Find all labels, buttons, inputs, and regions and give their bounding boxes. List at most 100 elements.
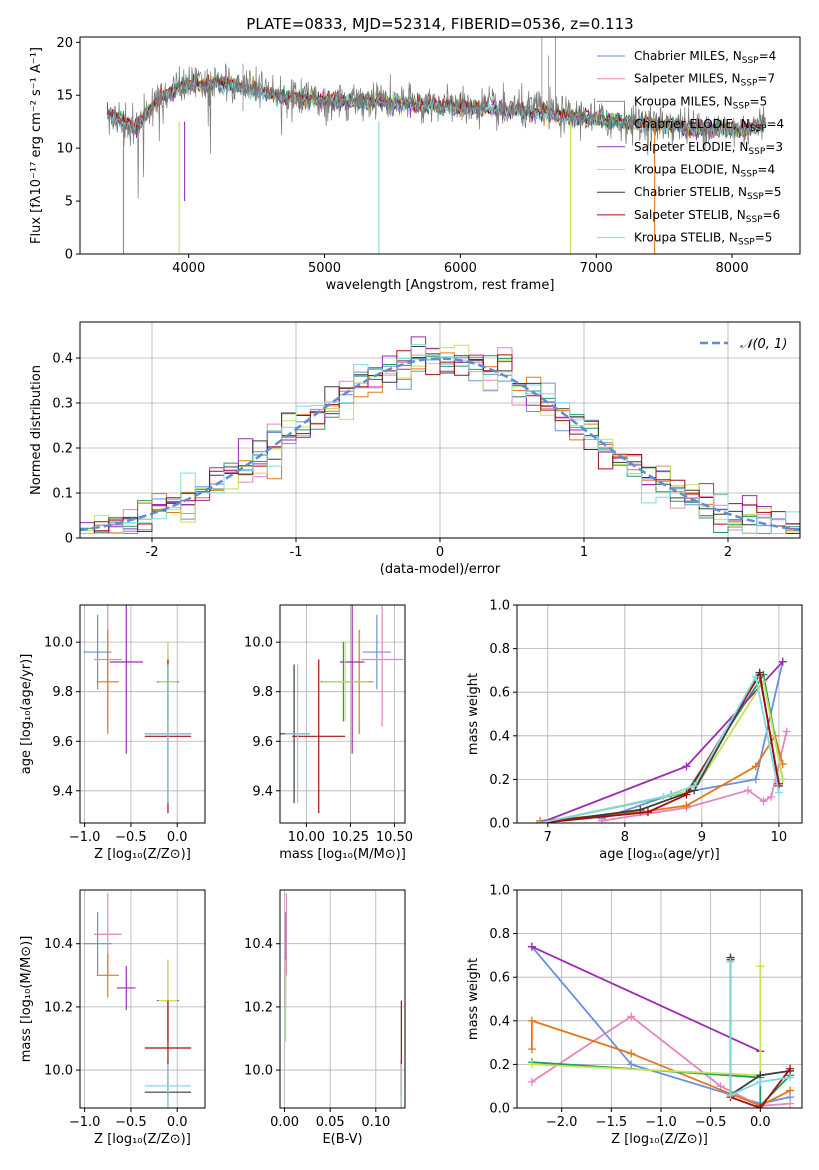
weight-line [531,946,791,1105]
x-tick-label: 7000 [580,261,613,276]
data-point [117,965,136,1011]
weight-marker [726,1090,735,1099]
y-axis-label: mass weight [466,958,481,1040]
legend-label: Chabrier MILES, NSSP=4 [634,49,776,66]
weight-line [539,674,780,823]
y-axis-label: mass weight [466,673,481,755]
legend-entry: Chabrier STELIB, NSSP=5 [597,185,782,202]
legend-ssp-subscript: SSP [733,101,750,111]
x-axis-label: mass [log₁₀(M/M⊙)] [279,847,406,862]
histogram-steps [80,336,800,534]
legend-name: Chabrier MILES, N [634,49,742,63]
y-axis-label: Flux [fλ10⁻¹⁷ erg cm⁻² s⁻¹ A⁻¹] [29,47,44,244]
plot-frame [516,604,803,824]
y-tick-label: 0.2 [52,442,73,457]
residual-legend: 𝒩(0, 1) [700,337,787,352]
weight-line [601,661,784,820]
weight-marker [682,790,691,799]
legend-name: Salpeter ELODIE, N [634,140,748,154]
x-tick-label: 10 [771,830,788,845]
legend-label: Chabrier ELODIE, NSSP=4 [634,117,784,134]
legend-ssp-count: =5 [764,185,782,199]
y-tick-label: 0.2 [489,773,510,788]
x-tick-label: −1.0 [645,1115,677,1130]
y-tick-label: 0.4 [52,352,73,367]
y-axis-label: Normed distribution [29,365,44,495]
x-tick-label: −1.0 [69,830,101,845]
weight-marker [627,1060,636,1069]
mass_vs_Z-axes [80,890,205,1108]
legend-entry: Chabrier ELODIE, NSSP=4 [597,117,784,134]
plot-frame [79,36,801,255]
x-axis-label: Z [log₁₀(Z/Z⊙)] [611,1132,708,1147]
y-tick-label: 0.4 [489,1014,510,1029]
x-axis-label: Z [log₁₀(Z/Z⊙)] [94,1132,191,1147]
age_vs_mass-axes [280,605,405,823]
x-tick-label: 0.0 [167,1115,188,1130]
legend-label: 𝒩(0, 1) [740,337,787,352]
residual-histogram [80,350,800,534]
legend-ssp-count: =6 [763,208,781,222]
legend-ssp-subscript: SSP [750,124,767,134]
y-tick-label: 0.0 [489,1102,510,1117]
x-axis-label: E(B-V) [322,1132,362,1147]
data-point [285,664,310,804]
x-tick-label: 0.05 [316,1115,345,1130]
legend-entry: Chabrier MILES, NSSP=4 [597,49,776,66]
weight_vs_age-frame: 7 8 9 10 0.0 0.2 0.4 0.6 0.8 1.0 age [log₁₀(age/yr… [466,599,803,862]
x-tick-label: −1.5 [596,1115,628,1130]
x-tick-label: 10.25 [332,830,369,845]
weight-marker [536,819,545,823]
y-tick-label: 1.0 [489,599,510,614]
y-tick-label: 9.8 [252,685,273,700]
y-tick-label: 1.0 [489,884,510,899]
legend-ssp-count: =7 [757,72,775,86]
weight-marker [756,1077,765,1086]
data-point [144,1063,192,1108]
legend-entry: Salpeter ELODIE, NSSP=3 [597,140,783,157]
y-tick-label: 10.4 [244,937,273,952]
x-tick-label: 0.0 [167,830,188,845]
y-tick-label: 9.6 [252,735,273,750]
data-point [362,614,391,690]
y-tick-label: 10.0 [244,1064,273,1079]
y-tick-label: 0.8 [489,642,510,657]
y-tick-label: 0.0 [489,817,510,832]
weight-line [729,961,791,1097]
legend-name: Kroupa MILES, N [634,94,733,108]
legend-label: Salpeter ELODIE, NSSP=3 [634,140,783,157]
y-tick-label: 0.8 [489,927,510,942]
weight_vs_Z-frame: −2.0 −1.5 −1.0 −0.5 0.0 0.0 0.2 0.4 0.6 0.8 1.0 Z [… [466,884,803,1147]
weight-marker [786,1073,795,1082]
weight-marker [627,1049,636,1058]
weight-line [539,669,780,823]
age_vs_mass-points [280,605,404,814]
legend-name: Kroupa ELODIE, N [634,163,741,177]
y-tick-label: 0.1 [52,487,73,502]
mass_vs_Z-frame: −1.0 −0.5 0.0 10.0 10.2 10.4 Z [log₁₀(Z/Z⊙)] ma… [19,889,206,1147]
data-point [96,953,119,998]
legend-label: Chabrier STELIB, NSSP=5 [634,185,782,202]
x-axis-label: wavelength [Angstrom, rest frame] [326,278,555,293]
weight-marker [774,779,783,788]
residuals-frame: -2 -1 0 1 2 0 0.1 0.2 0.3 0.4 (data-model)/error No… [29,321,801,577]
plot-frame [79,889,206,1109]
data-point [339,605,365,754]
legend-ssp-subscript: SSP [742,56,759,66]
weight_vs_Z-lines [527,942,795,1108]
legend-ssp-subscript: SSP [738,238,755,248]
x-tick-label: 10.50 [376,830,413,845]
weight-marker [690,781,699,790]
age_vs_mass-frame: 10.00 10.25 10.50 9.4 9.6 9.8 10.0 mass [log₁₀(… [244,604,413,862]
weight-marker [597,816,606,823]
weight-marker [643,808,652,817]
x-tick-label: −0.5 [695,1115,727,1130]
weight-marker [751,762,760,771]
plot-frame [79,604,206,824]
y-tick-label: 10.4 [44,937,73,952]
y-tick-label: 10 [56,142,73,157]
x-tick-label: −2.0 [546,1115,578,1130]
weight-marker [756,1104,765,1108]
legend-ssp-count: =3 [765,140,783,154]
legend-label: Kroupa ELODIE, NSSP=4 [634,163,775,180]
